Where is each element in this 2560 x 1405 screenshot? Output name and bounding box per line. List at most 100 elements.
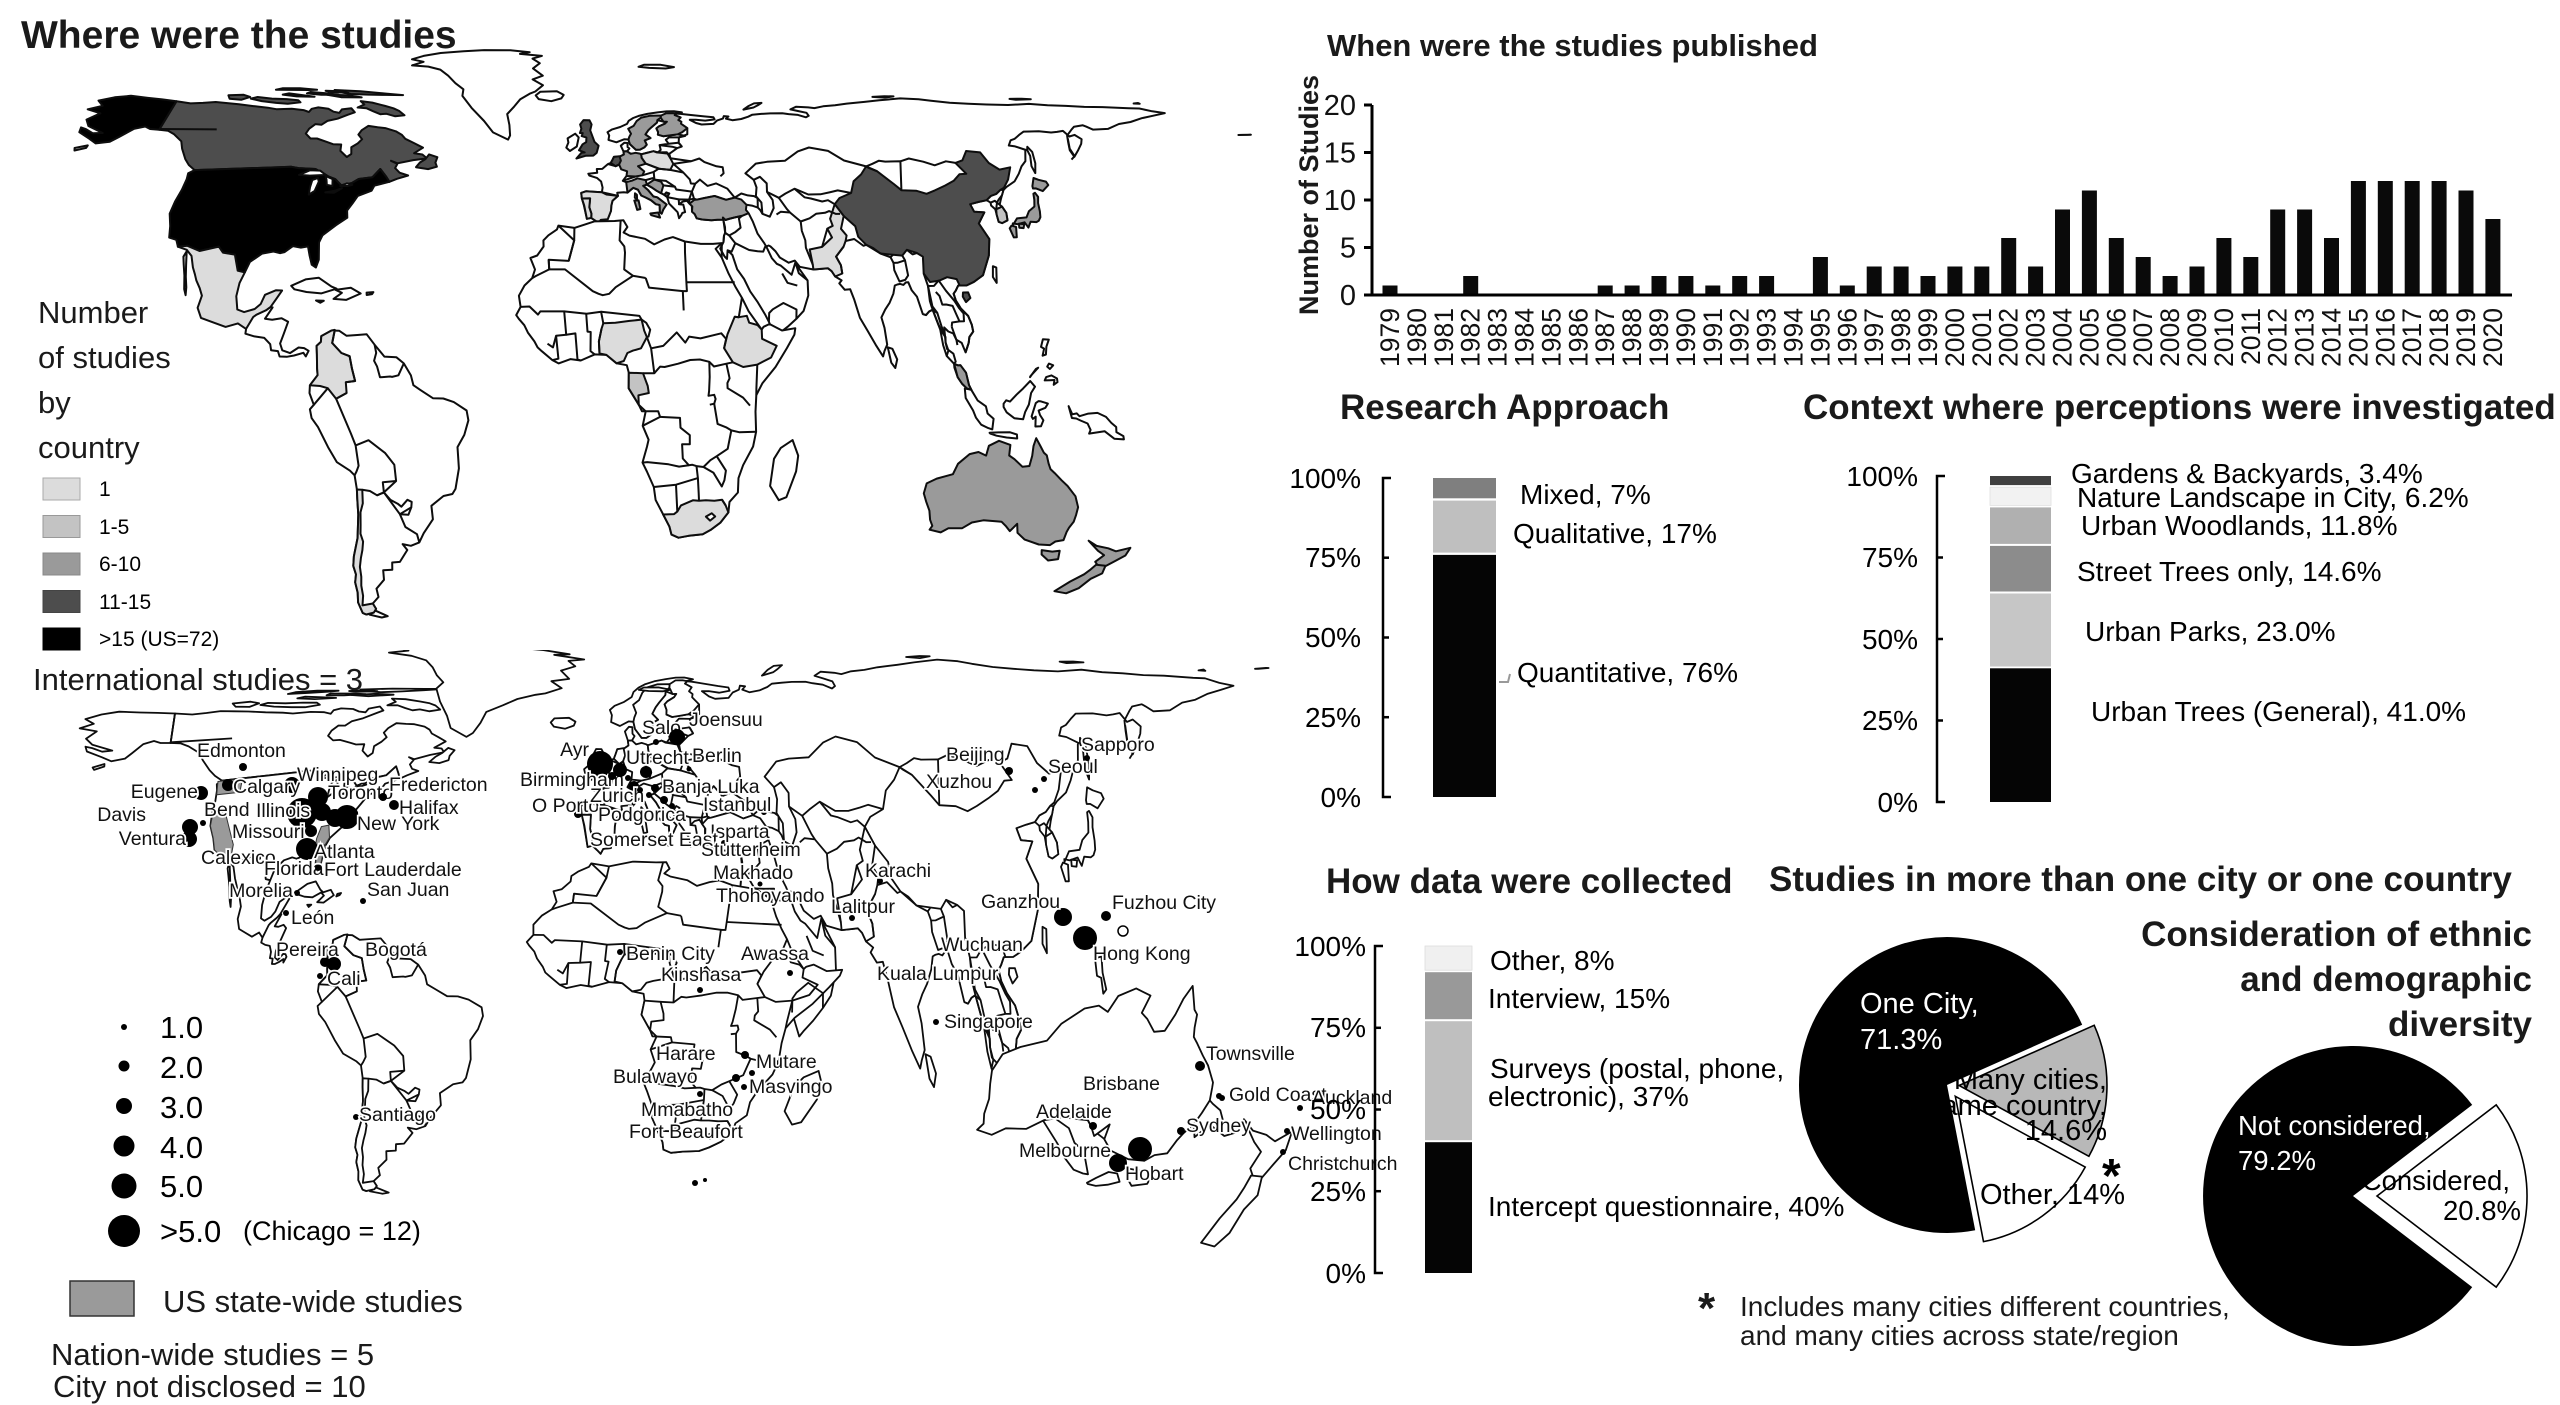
svg-text:Atlanta: Atlanta: [314, 841, 375, 863]
svg-text:1997: 1997: [1859, 308, 1889, 367]
svg-text:León: León: [291, 907, 334, 929]
svg-text:Lalitpur: Lalitpur: [831, 896, 895, 918]
svg-text:1998: 1998: [1886, 308, 1916, 367]
svg-text:1995: 1995: [1805, 308, 1835, 367]
svg-text:14.6%: 14.6%: [2025, 1115, 2107, 1147]
svg-text:75%: 75%: [1310, 1012, 1366, 1043]
svg-text:New York: New York: [357, 813, 440, 835]
svg-text:Singapore: Singapore: [944, 1011, 1033, 1033]
svg-text:1: 1: [99, 478, 111, 501]
svg-text:1979: 1979: [1375, 308, 1405, 367]
svg-text:Makhado: Makhado: [713, 862, 793, 884]
svg-text:1992: 1992: [1725, 308, 1755, 367]
svg-text:75%: 75%: [1862, 542, 1918, 573]
svg-text:Calexico: Calexico: [201, 847, 276, 869]
svg-text:Wuchuan: Wuchuan: [941, 934, 1023, 956]
svg-text:3.0: 3.0: [160, 1090, 203, 1125]
svg-text:Bend: Bend: [204, 799, 250, 821]
svg-text:San Juan: San Juan: [367, 879, 449, 901]
svg-text:Eugene: Eugene: [131, 781, 198, 803]
svg-text:Seoul: Seoul: [1048, 756, 1098, 778]
svg-text:Other, 14%: Other, 14%: [1980, 1179, 2125, 1211]
svg-text:Xuzhou: Xuzhou: [926, 771, 992, 793]
svg-text:Florida: Florida: [264, 858, 324, 880]
svg-text:100%: 100%: [1846, 461, 1918, 492]
svg-text:100%: 100%: [1294, 931, 1366, 962]
svg-text:>5.0: >5.0: [160, 1214, 221, 1249]
svg-text:Adelaide: Adelaide: [1036, 1101, 1112, 1123]
svg-text:2006: 2006: [2101, 308, 2131, 367]
svg-text:Kinshasa: Kinshasa: [661, 964, 741, 986]
svg-text:5.0: 5.0: [160, 1169, 203, 1204]
svg-text:1999: 1999: [1913, 308, 1943, 367]
svg-text:Fort Beaufort: Fort Beaufort: [629, 1121, 743, 1143]
svg-text:Qualitative, 17%: Qualitative, 17%: [1513, 518, 1717, 549]
svg-text:O Porto: O Porto: [532, 795, 599, 817]
svg-text:1980: 1980: [1402, 308, 1432, 367]
svg-text:Ganzhou: Ganzhou: [981, 891, 1060, 913]
svg-text:Somerset East: Somerset East: [590, 829, 718, 851]
svg-text:Surveys (postal, phone,: Surveys (postal, phone,: [1490, 1053, 1784, 1084]
svg-text:15: 15: [1324, 138, 1356, 170]
svg-text:2020: 2020: [2478, 308, 2508, 367]
svg-text:100%: 100%: [1289, 463, 1361, 494]
svg-text:2009: 2009: [2182, 308, 2212, 367]
svg-text:Istanbul: Istanbul: [703, 794, 771, 816]
svg-text:Edmonton: Edmonton: [197, 740, 286, 762]
svg-text:Joensuu: Joensuu: [689, 709, 763, 731]
svg-text:2008: 2008: [2155, 308, 2185, 367]
svg-text:2000: 2000: [1940, 308, 1970, 367]
svg-text:Ventura: Ventura: [119, 828, 186, 850]
svg-text:1990: 1990: [1671, 308, 1701, 367]
svg-text:Not considered,: Not considered,: [2238, 1110, 2431, 1141]
svg-text:Halifax: Halifax: [399, 797, 459, 819]
svg-text:Pereira: Pereira: [276, 939, 339, 961]
svg-text:20.8%: 20.8%: [2443, 1195, 2521, 1226]
svg-text:Urban Parks, 23.0%: Urban Parks, 23.0%: [2085, 616, 2336, 647]
svg-text:1991: 1991: [1698, 308, 1728, 367]
svg-text:2013: 2013: [2290, 308, 2320, 367]
svg-text:Karachi: Karachi: [865, 860, 931, 882]
svg-text:Urban Trees (General), 41.0%: Urban Trees (General), 41.0%: [2091, 696, 2466, 727]
svg-text:2.0: 2.0: [160, 1050, 203, 1085]
svg-text:1993: 1993: [1752, 308, 1782, 367]
svg-text:(Chicago = 12): (Chicago = 12): [243, 1216, 420, 1246]
svg-text:Cali: Cali: [327, 968, 361, 990]
svg-text:electronic), 37%: electronic), 37%: [1488, 1081, 1689, 1112]
svg-text:2003: 2003: [2021, 308, 2051, 367]
svg-text:2018: 2018: [2424, 308, 2454, 367]
svg-text:1.0: 1.0: [160, 1010, 203, 1045]
svg-text:Other, 8%: Other, 8%: [1490, 945, 1615, 976]
svg-text:Intercept questionnaire, 40%: Intercept questionnaire, 40%: [1488, 1191, 1844, 1222]
svg-text:Birmingham: Birmingham: [520, 769, 624, 791]
svg-text:Berlin: Berlin: [692, 745, 742, 767]
svg-text:2002: 2002: [1994, 308, 2024, 367]
svg-text:0%: 0%: [1878, 787, 1918, 818]
svg-text:Many cities,: Many cities,: [1954, 1064, 2107, 1096]
svg-text:Hobart: Hobart: [1125, 1163, 1184, 1185]
svg-text:2014: 2014: [2317, 308, 2347, 367]
svg-text:Isparta: Isparta: [710, 821, 770, 843]
svg-text:Melbourne: Melbourne: [1019, 1140, 1111, 1162]
svg-text:2015: 2015: [2343, 308, 2373, 367]
svg-text:Morelia: Morelia: [229, 880, 293, 902]
svg-text:>15 (US=72): >15 (US=72): [99, 628, 219, 651]
svg-text:Podgorica: Podgorica: [598, 804, 686, 826]
svg-text:Utrecht: Utrecht: [626, 747, 689, 769]
svg-text:One City,: One City,: [1860, 988, 1979, 1020]
svg-text:Street Trees only, 14.6%: Street Trees only, 14.6%: [2077, 556, 2382, 587]
svg-text:Interview, 15%: Interview, 15%: [1488, 983, 1670, 1014]
svg-text:71.3%: 71.3%: [1860, 1024, 1942, 1056]
svg-text:50%: 50%: [1305, 622, 1361, 653]
svg-text:Fuzhou City: Fuzhou City: [1112, 892, 1216, 914]
svg-text:Missouri: Missouri: [232, 821, 305, 843]
svg-text:Mmabatho: Mmabatho: [641, 1099, 733, 1121]
svg-text:1988: 1988: [1617, 308, 1647, 367]
svg-text:1989: 1989: [1644, 308, 1674, 367]
svg-text:11-15: 11-15: [99, 591, 151, 614]
svg-text:2016: 2016: [2370, 308, 2400, 367]
svg-text:Hong Kong: Hong Kong: [1093, 943, 1191, 965]
svg-text:10: 10: [1324, 185, 1356, 217]
svg-text:0%: 0%: [1321, 782, 1361, 813]
svg-text:75%: 75%: [1305, 542, 1361, 573]
